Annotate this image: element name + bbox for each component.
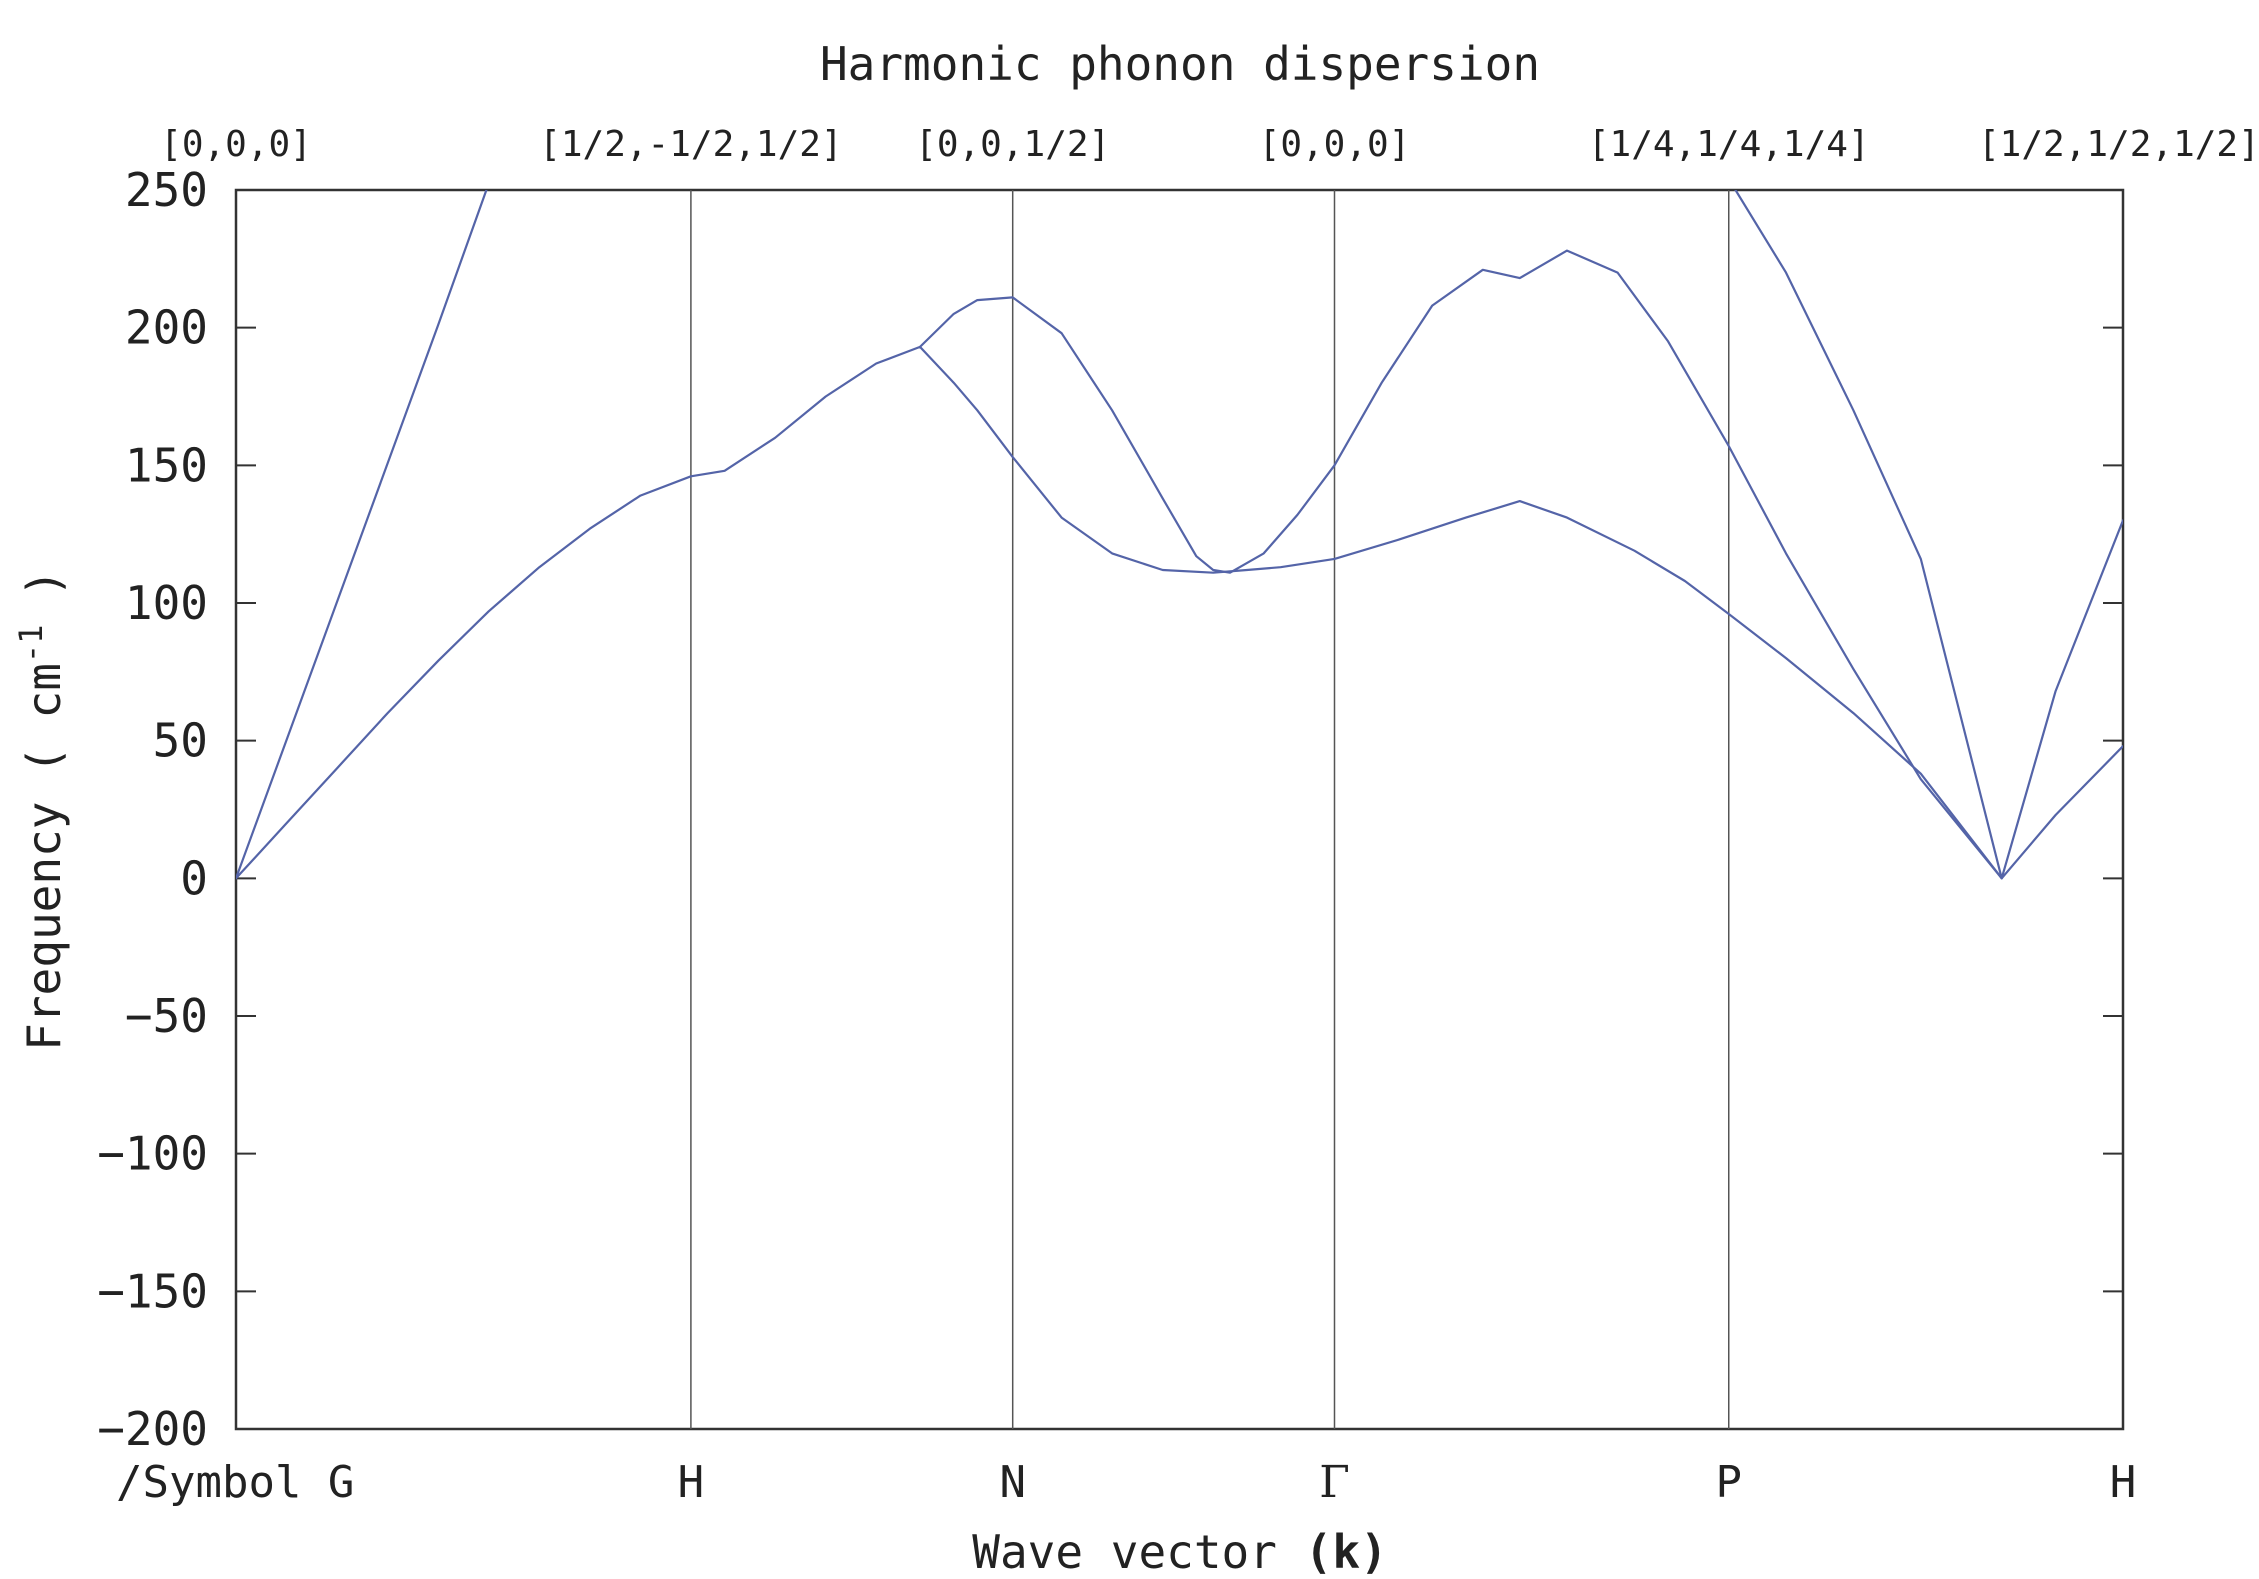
x-axis-title-bold: (k) (1305, 1525, 1388, 1574)
y-axis-tick-labels: 250 200 150 100 50 0 −50 −100 −150 −200 (97, 163, 208, 1456)
symbol-label: /Symbol G (116, 1457, 354, 1508)
special-point-lines (690, 190, 1730, 1429)
y-axis-title-sup: -1 (12, 625, 50, 664)
dispersion-curves (236, 190, 2123, 880)
symbol-label: H (678, 1457, 705, 1508)
dispersion-branch (236, 190, 488, 880)
y-tick-label: −100 (97, 1127, 208, 1181)
symbol-label: N (999, 1457, 1026, 1508)
y-tick-label: 100 (125, 576, 208, 630)
y-tick-label: 200 (125, 301, 208, 355)
y-tick-label: −150 (97, 1264, 208, 1318)
dispersion-branch (1734, 190, 2123, 880)
symbol-label: P (1716, 1457, 1743, 1508)
qpoint-labels: [0,0,0] [1/2,-1/2,1/2] [0,0,1/2] [0,0,0] [1/… (160, 124, 2259, 165)
x-axis-title-main: Wave vector (972, 1525, 1304, 1574)
y-axis-ticks (236, 189, 2123, 1430)
qpoint-label: [0,0,0] (160, 124, 312, 165)
y-axis-title-end: ) (17, 569, 71, 624)
plot-frame (234, 188, 2125, 1431)
qpoint-label: [0,0,0] (1259, 124, 1411, 165)
y-axis-title-main: Frequency ( cm (17, 663, 71, 1051)
y-tick-label: 250 (125, 163, 208, 217)
dispersion-branch (236, 345, 2123, 880)
dispersion-branch (918, 249, 2003, 880)
y-tick-label: −200 (97, 1402, 208, 1456)
y-tick-label: 0 (180, 851, 208, 905)
symbol-label: H (2110, 1457, 2137, 1508)
qpoint-label: [1/2,1/2,1/2] (1978, 124, 2259, 165)
y-tick-label: 150 (125, 438, 208, 492)
symbol-labels: /Symbol G H N Γ P H (116, 1457, 2136, 1508)
qpoint-label: [1/4,1/4,1/4] (1588, 124, 1870, 165)
chart-title: Harmonic phonon dispersion (820, 37, 1540, 91)
y-tick-label: −50 (125, 989, 208, 1043)
x-axis-title: Wave vector (k) (972, 1525, 1387, 1574)
qpoint-label: [0,0,1/2] (915, 124, 1110, 165)
y-tick-label: 50 (153, 714, 208, 768)
qpoint-label: [1/2,-1/2,1/2] (539, 124, 842, 165)
y-axis-title: Frequency ( cm-1 ) (12, 569, 71, 1051)
symbol-label: Γ (1319, 1457, 1350, 1508)
